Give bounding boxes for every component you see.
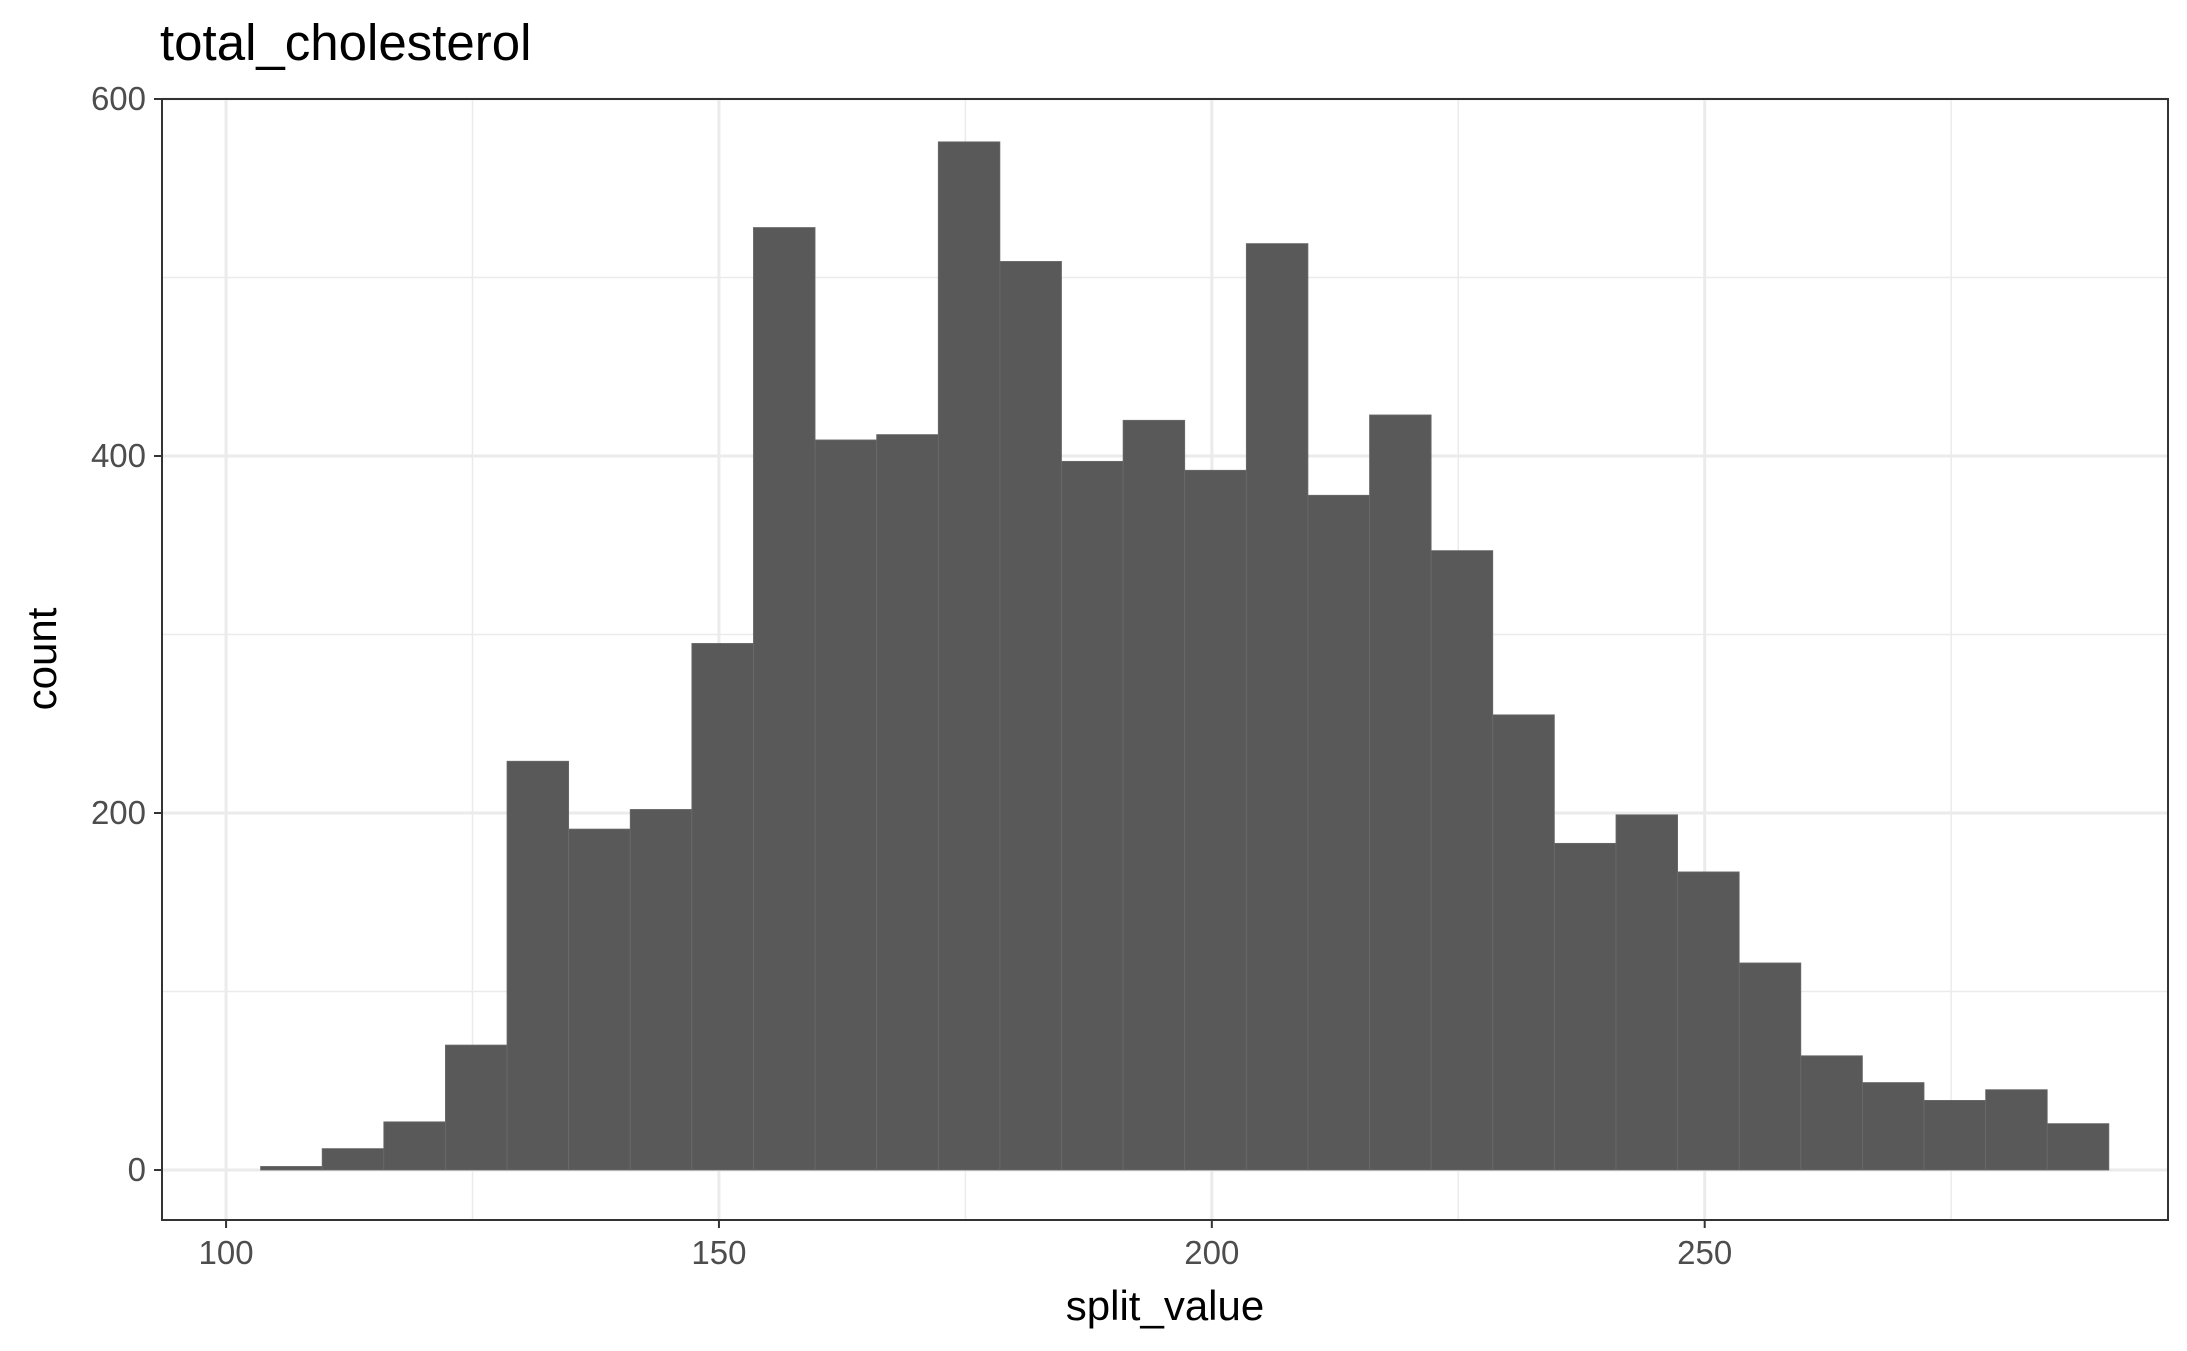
histogram-bar <box>1492 714 1555 1171</box>
histogram-bar <box>1430 550 1494 1171</box>
plot-panel-border <box>161 98 2169 1221</box>
y-tick-label: 0 <box>128 1151 146 1188</box>
y-tick-label: 600 <box>91 80 146 117</box>
histogram-bar <box>1369 414 1432 1171</box>
histogram-bar <box>260 1166 323 1171</box>
x-tick-label: 100 <box>199 1234 254 1271</box>
x-tick-label: 200 <box>1184 1234 1239 1271</box>
histogram-bar <box>1553 842 1617 1171</box>
histogram-bar <box>1615 814 1678 1171</box>
histogram-bar <box>383 1121 446 1171</box>
chart-title: total_cholesterol <box>160 14 531 71</box>
histogram-bar <box>1800 1055 1863 1171</box>
x-axis-title: split_value <box>1066 1282 1264 1329</box>
histogram-bar <box>999 261 1062 1171</box>
y-tick-label: 400 <box>91 437 146 474</box>
histogram-bar <box>1923 1100 1987 1171</box>
histogram-bar <box>1985 1089 2048 1171</box>
y-axis: 0 200 400 600 <box>91 80 162 1188</box>
histogram-bar <box>937 141 1001 1171</box>
x-tick-label: 150 <box>691 1234 746 1271</box>
histogram-bar <box>506 760 570 1171</box>
histogram-bar <box>321 1148 385 1171</box>
histogram-bar <box>814 439 878 1171</box>
histogram-bar <box>1862 1082 1925 1171</box>
histogram-bar <box>445 1044 508 1171</box>
histogram-bar <box>1184 469 1247 1171</box>
histogram-bar <box>876 434 939 1171</box>
histogram-bar <box>1245 243 1309 1171</box>
histogram-bar <box>1738 962 1802 1171</box>
x-tick-label: 250 <box>1677 1234 1732 1271</box>
histogram-bar <box>1061 460 1124 1171</box>
histogram-bar <box>1677 871 1740 1171</box>
histogram-bar <box>1122 419 1186 1171</box>
histogram-bar <box>568 828 631 1171</box>
y-tick-label: 200 <box>91 794 146 831</box>
x-axis: 100 150 200 250 <box>199 1220 1732 1271</box>
histogram-bar <box>1307 494 1370 1171</box>
histogram-bar <box>2046 1123 2110 1171</box>
y-axis-title: count <box>18 607 65 710</box>
histogram-bar <box>629 809 693 1171</box>
histogram-bars <box>260 141 2110 1171</box>
histogram-bar <box>691 643 754 1171</box>
histogram-bar <box>753 227 816 1171</box>
